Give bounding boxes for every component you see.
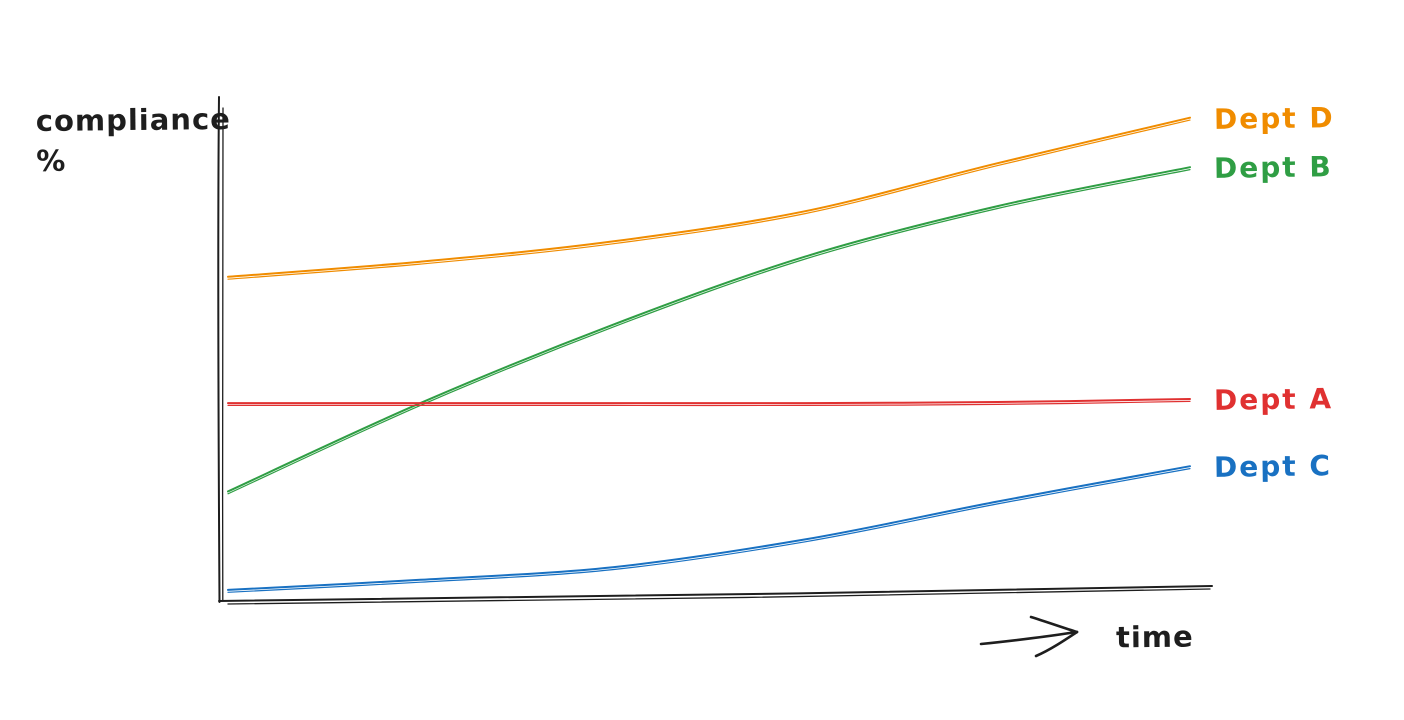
- legend-label-dept-a: Dept A: [1213, 382, 1334, 417]
- series-line-dept-a-echo: [227, 400, 1191, 407]
- y-axis-label-line1: compliance: [35, 101, 232, 139]
- series-line-dept-c: [227, 465, 1191, 591]
- series-line-dept-b-echo: [227, 169, 1191, 495]
- legend-label-dept-b: Dept B: [1213, 150, 1333, 186]
- y-axis: [217, 96, 224, 603]
- series-line-dept-b: [227, 166, 1191, 493]
- legend-label-dept-c: Dept C: [1213, 449, 1333, 484]
- legend-label-dept-d: Dept D: [1213, 100, 1335, 136]
- y-axis-label: compliance %: [36, 99, 232, 181]
- x-axis: [218, 585, 1213, 605]
- x-axis-label: time: [1115, 619, 1194, 655]
- series-line-dept-d: [227, 116, 1191, 278]
- series-line-dept-a: [227, 398, 1191, 405]
- series-line-dept-d-echo: [227, 119, 1191, 280]
- time-arrow-icon: [979, 615, 1079, 658]
- series-line-dept-c-echo: [227, 468, 1191, 593]
- y-axis-label-line2: %: [36, 143, 67, 179]
